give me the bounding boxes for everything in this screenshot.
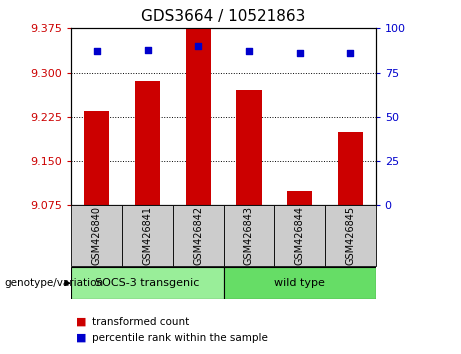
Bar <box>274 205 325 266</box>
Bar <box>325 205 376 266</box>
Bar <box>224 267 376 299</box>
Bar <box>287 190 313 205</box>
Bar <box>173 205 224 266</box>
Text: GSM426841: GSM426841 <box>142 206 153 265</box>
Text: SOCS-3 transgenic: SOCS-3 transgenic <box>95 278 200 288</box>
Point <box>296 50 303 56</box>
Text: wild type: wild type <box>274 278 325 288</box>
Point <box>347 50 354 56</box>
Bar <box>122 205 173 266</box>
Text: GSM426840: GSM426840 <box>92 206 102 265</box>
Text: ■: ■ <box>76 333 87 343</box>
Text: ■: ■ <box>76 317 87 327</box>
Text: GSM426843: GSM426843 <box>244 206 254 265</box>
Bar <box>135 81 160 205</box>
Bar <box>71 267 224 299</box>
Text: transformed count: transformed count <box>92 317 189 327</box>
Bar <box>224 205 274 266</box>
Point <box>93 48 100 54</box>
Bar <box>337 132 363 205</box>
Point <box>144 47 151 52</box>
Bar <box>71 205 122 266</box>
Bar <box>185 28 211 205</box>
Text: GSM426844: GSM426844 <box>295 206 305 265</box>
Bar <box>84 111 110 205</box>
Point <box>195 43 202 49</box>
Text: genotype/variation: genotype/variation <box>5 278 104 288</box>
Bar <box>236 90 262 205</box>
Text: GSM426842: GSM426842 <box>193 206 203 265</box>
Text: GSM426845: GSM426845 <box>345 206 355 265</box>
Text: percentile rank within the sample: percentile rank within the sample <box>92 333 268 343</box>
Title: GDS3664 / 10521863: GDS3664 / 10521863 <box>142 9 306 24</box>
Point <box>245 48 253 54</box>
